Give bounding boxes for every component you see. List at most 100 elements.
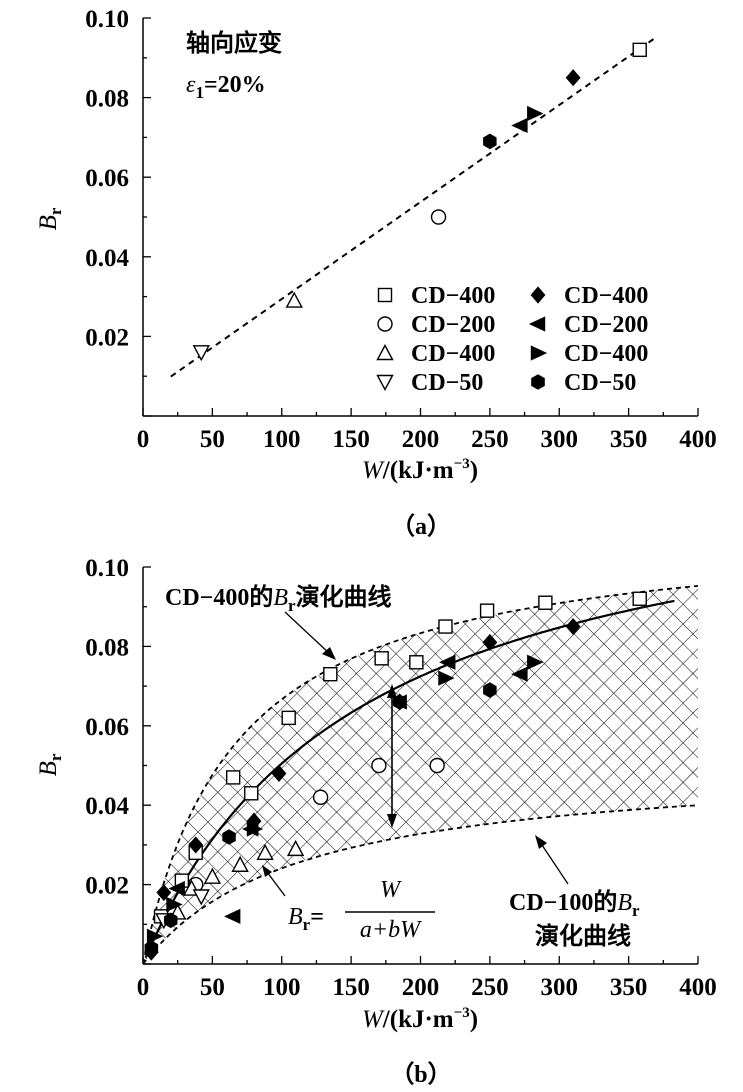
data-point-circle-open (430, 209, 447, 225)
panel-b-ylabel: Br (35, 753, 65, 776)
ylabel-main: B (35, 215, 62, 230)
legend-label: CD−200 (411, 312, 495, 338)
panel-b-annotation-lower-line1: CD−100的Br (509, 888, 640, 920)
data-point-hexagon-filled (483, 682, 497, 698)
data-point-triangle-left-filled (168, 880, 185, 897)
panel-b-data-points (143, 591, 647, 961)
legend-marker-triangle-down-open (376, 374, 394, 391)
data-point-diamond-filled (565, 617, 581, 636)
panel-a: 0 50 100 150 200 250 300 350 400 0.02 0.04 0.06 0.08… (35, 6, 717, 540)
data-point-square-open (323, 666, 338, 682)
xlabel-var: W (362, 457, 385, 484)
data-point-triangle-left-filled (224, 908, 241, 924)
data-point-diamond-filled (565, 69, 581, 87)
legend-marker-hexagon-filled (531, 374, 545, 390)
data-point-diamond-filled (482, 633, 498, 651)
panel-b-xlabel: W/(kJ·m−3) (362, 1005, 478, 1033)
data-point-square-open (632, 591, 647, 606)
panel-a-annotation-strain: 轴向应变 (186, 29, 282, 57)
y-tick-label: 0.04 (85, 245, 129, 272)
x-tick-label: 50 (200, 974, 225, 1001)
x-tick-label: 200 (402, 426, 440, 453)
data-point-diamond-filled (188, 836, 204, 854)
xlabel-units: /(kJ·m (382, 457, 454, 484)
formula-denominator: a+bW (360, 917, 422, 943)
x-tick-label: 250 (471, 974, 509, 1001)
formula-lhs: Br= (288, 904, 324, 934)
panel-a-label: （a） (391, 513, 451, 540)
formula-pointer (262, 865, 286, 897)
lower-envelope-curve (143, 804, 698, 964)
y-tick-label: 0.04 (85, 793, 129, 820)
formula-numerator: W (380, 877, 402, 903)
x-tick-label: 0 (137, 426, 150, 453)
data-point-square-open (281, 710, 296, 726)
data-point-triangle-right-filled (246, 821, 264, 837)
epsilon-subscript: 1 (195, 83, 204, 102)
data-point-triangle-up-open (286, 839, 305, 857)
data-point-square-open (244, 786, 259, 801)
data-point-circle-open (371, 757, 387, 774)
annot-lower-c: r (632, 901, 640, 920)
x-tick-label: 400 (679, 974, 717, 1001)
data-point-hexagon-filled (222, 829, 236, 845)
panel-b-fit-curve (144, 599, 675, 958)
data-point-circle-open (312, 789, 329, 805)
x-tick-label: 150 (332, 974, 370, 1001)
data-point-square-open (438, 619, 453, 634)
data-point-diamond-filled (156, 883, 172, 902)
data-point-square-open (479, 603, 495, 618)
panel-b-annotation-lower-pointer (535, 835, 569, 885)
data-point-square-open (409, 655, 424, 670)
data-point-triangle-up-open (285, 291, 303, 308)
legend-marker-diamond-filled (530, 286, 546, 304)
data-point-square-open (374, 651, 389, 666)
xlabel-units: /(kJ·m (382, 1006, 454, 1033)
panel-b-axes (142, 566, 699, 965)
panel-a-data-points (192, 42, 647, 362)
panel-a-ylabel: Br (35, 207, 65, 230)
data-point-triangle-right-filled (527, 654, 544, 670)
data-point-hexagon-filled (163, 912, 178, 929)
legend-marker-triangle-right-filled (530, 345, 548, 361)
y-tick-label: 0.06 (85, 165, 129, 192)
y-tick-label: 0.08 (85, 86, 129, 113)
legend-marker-triangle-left-filled (528, 316, 546, 332)
y-tick-label: 0.10 (85, 555, 129, 582)
x-tick-label: 250 (471, 426, 509, 453)
data-point-triangle-right-filled (438, 670, 455, 686)
annot-upper-d: 演化曲线 (296, 583, 392, 611)
x-tick-label: 100 (263, 426, 301, 453)
xlabel-exp: −3 (454, 1005, 470, 1021)
annot-lower-b: B (617, 890, 632, 916)
data-point-triangle-up-open (231, 855, 249, 872)
formula-b: B (288, 904, 303, 930)
data-point-circle-open (429, 757, 445, 774)
xlabel-exp: −3 (454, 456, 470, 472)
panel-a-legend: CD−400 CD−200 CD−400 CD−50 CD−400 CD−200 CD−40… (376, 283, 648, 396)
formula-sub: r (303, 915, 311, 934)
data-point-triangle-left-filled (511, 117, 528, 134)
ylabel-main: B (35, 761, 62, 776)
legend-label: CD−400 (411, 341, 495, 367)
ylabel-sub: r (46, 753, 65, 761)
data-point-triangle-right-filled (166, 896, 183, 913)
x-tick-label: 150 (332, 426, 370, 453)
panel-a-tick-labels: 0 50 100 150 200 250 300 350 400 0.02 0.04 0.06 0.08… (85, 6, 717, 453)
y-tick-label: 0.02 (85, 873, 129, 900)
legend-marker-square-open (377, 287, 393, 303)
hatched-region (143, 585, 698, 964)
legend-label: CD−50 (411, 370, 483, 396)
legend-label: CD−50 (564, 370, 636, 396)
data-point-hexagon-filled (483, 133, 497, 150)
x-tick-label: 100 (263, 974, 301, 1001)
data-point-hexagon-filled (144, 940, 159, 956)
data-point-triangle-left-filled (439, 654, 456, 670)
legend-label: CD−200 (564, 312, 648, 338)
fit-curve (144, 599, 675, 958)
xlabel-close: ) (470, 1006, 478, 1033)
ylabel-sub: r (46, 207, 65, 215)
x-tick-label: 0 (137, 974, 150, 1001)
panel-b-formula: Br= W a+bW (262, 865, 435, 943)
panel-b-annotation-lower-line2: 演化曲线 (535, 922, 631, 950)
